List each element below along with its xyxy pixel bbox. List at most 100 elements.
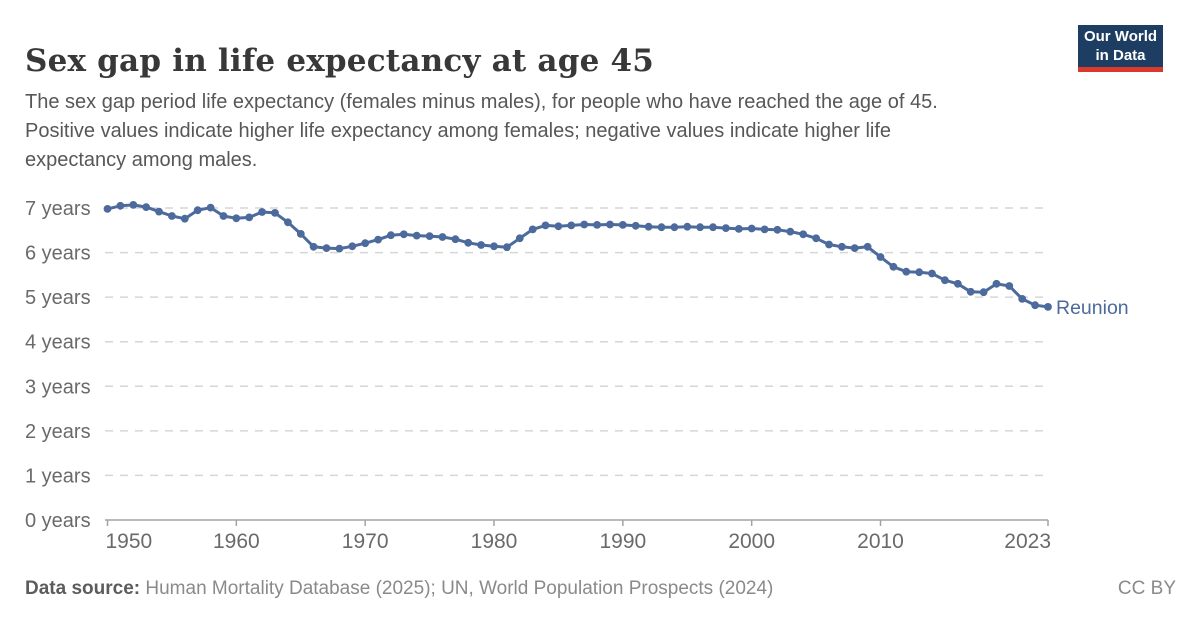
data-point [618,221,627,229]
data-point [850,244,859,252]
data-point [322,244,331,252]
data-point [631,221,640,230]
data-point [399,230,408,239]
data-point [838,242,846,251]
subtitle-line: The sex gap period life expectancy (fema… [25,91,938,113]
x-tick-label: 1950 [106,530,153,553]
data-point [129,201,138,209]
data-point [438,233,447,241]
data-point [180,214,189,223]
data-point [490,242,498,251]
y-tick-label: 6 years [25,243,91,265]
line-chart: 0 years 1 years 2 years 3 years 4 years 5 yea… [25,198,1129,553]
x-tick-label: 2000 [728,530,775,553]
data-point [219,212,228,220]
data-point [1031,301,1039,310]
data-point [206,203,215,212]
data-point [309,242,318,251]
x-tick-label: 1980 [471,530,518,553]
y-tick-label: 3 years [25,376,91,398]
data-point [915,268,924,277]
page-title: Sex gap in life expectancy at age 45 [25,42,655,79]
data-source: Data source: Human Mortality Database (2… [25,578,773,600]
y-tick-label: 0 years [25,510,91,532]
subtitle-line: expectancy among males. [25,149,258,171]
data-point [941,276,949,285]
owid-logo-line1: Our World [1083,28,1158,45]
data-point [284,218,292,227]
data-point [902,267,911,276]
data-point [155,207,163,216]
data-point [786,227,795,236]
data-source-label: Data source: [25,578,141,599]
data-point [709,223,717,232]
data-point [528,225,537,234]
data-point [825,240,833,249]
data-point [773,225,782,234]
data-point [554,222,563,231]
data-point [696,223,704,232]
y-tick-label: 2 years [25,421,91,443]
data-point [464,238,473,247]
data-point [374,235,382,244]
subtitle-line: Positive values indicate higher life exp… [25,120,892,142]
data-point [644,222,653,231]
data-point [232,214,241,223]
data-point [657,223,666,232]
data-point [953,279,962,288]
x-tick-label: 1990 [599,530,646,553]
x-tick-label: 1970 [342,530,389,553]
y-tick-label: 1 years [25,465,91,487]
data-point [477,241,485,249]
license-link[interactable]: CC BY [1117,578,1176,599]
x-tick-label: 2023 [1004,530,1051,553]
data-point [683,222,692,231]
data-point [760,225,769,234]
y-tick-label: 4 years [25,332,91,354]
data-point [271,209,279,217]
data-point [747,224,756,233]
data-point [992,279,1001,288]
x-tick-label: 1960 [213,530,260,553]
data-point [348,242,357,251]
data-point [258,208,266,216]
data-point [567,221,576,230]
data-point [245,213,254,222]
data-point [799,230,808,239]
data-point [979,288,988,297]
data-point [1044,303,1052,311]
data-point [580,220,589,229]
y-tick-label: 5 years [25,287,91,309]
data-point [116,201,125,210]
data-point [335,244,344,253]
y-tick-label: 7 years [25,198,91,220]
data-point [812,234,820,243]
data-point [296,230,305,238]
chart-subtitle: The sex gap period life expectancy (fema… [25,88,1145,175]
x-tick-label: 2010 [857,530,904,553]
data-point [1018,295,1027,303]
series-label: Reunion [1056,297,1129,319]
data-point [168,212,176,220]
data-point [503,243,511,252]
data-point [670,223,679,232]
data-point [593,221,601,229]
data-point [889,262,898,271]
data-source-text: Human Mortality Database (2025); UN, Wor… [140,578,774,599]
data-point [193,206,202,215]
data-point [722,224,730,232]
data-point [734,225,743,233]
data-point [451,235,460,244]
data-point [541,221,550,230]
owid-logo[interactable]: Our World in Data [1078,25,1163,72]
data-point [103,205,112,213]
data-point [876,253,885,261]
data-point [1005,282,1014,290]
data-point [863,242,872,251]
data-point [515,234,524,243]
data-point [425,232,434,240]
data-point [966,287,975,296]
data-point [142,203,151,211]
data-point [361,239,370,248]
